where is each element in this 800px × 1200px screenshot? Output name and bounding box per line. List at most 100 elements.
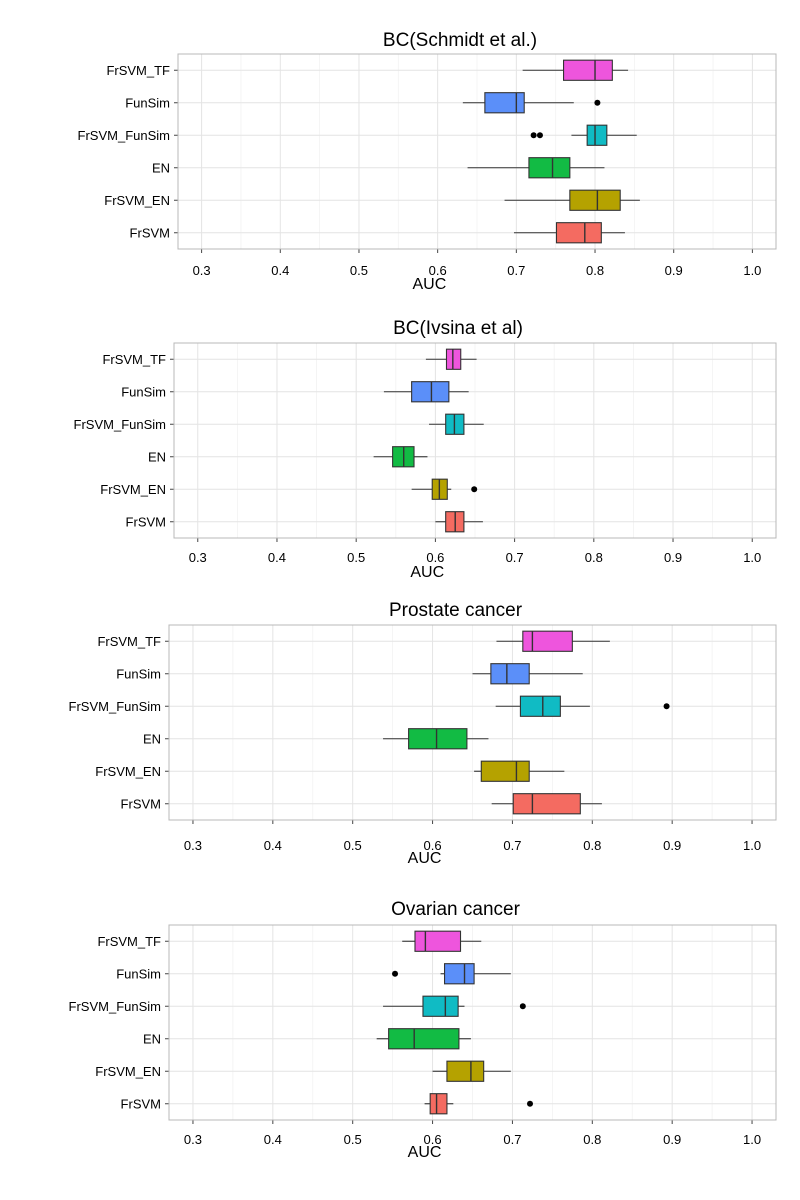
x-tick-label: 0.6 [424,838,442,853]
box-frsvm-funsim [586,124,608,146]
box-en [408,728,468,750]
box-frsvm-en [569,189,621,211]
x-tick-label: 0.5 [344,838,362,853]
y-tick-label: FrSVM_EN [95,1064,161,1079]
x-tick-label: 0.3 [193,263,211,278]
x-tick-label: 1.0 [743,550,761,565]
y-tick-label: EN [148,449,166,464]
y-tick-label: FunSim [125,95,170,110]
y-tick-label: FrSVM [126,514,166,529]
box-frsvm-funsim [519,695,561,717]
y-tick-label: FrSVM_EN [95,764,161,779]
chart-title: Ovarian cancer [391,899,521,920]
plot-border [173,342,777,539]
x-tick-label: 0.5 [344,1132,362,1147]
y-tick-label: EN [152,160,170,175]
x-tick-label: 0.3 [184,1132,202,1147]
x-tick-label: 0.5 [347,550,365,565]
x-tick-label: 0.4 [271,263,289,278]
box-frsvm-en [480,760,530,782]
outlier-point [663,703,670,710]
y-tick-label: EN [143,1031,161,1046]
x-tick-label: 0.8 [586,263,604,278]
box-funsim [484,92,525,114]
outlier-point [471,486,478,493]
box-frsvm [512,793,581,815]
y-tick-label: FrSVM_FunSim [69,699,161,714]
plot-border [168,924,777,1121]
x-tick-label: 1.0 [743,1132,761,1147]
y-tick-label: FrSVM_TF [102,352,166,367]
box-frsvm-tf [563,59,613,81]
y-tick-label: FrSVM_TF [97,934,161,949]
chart-title: BC(Ivsina et al) [393,318,523,339]
x-tick-label: 0.6 [429,263,447,278]
x-tick-label: 1.0 [743,263,761,278]
y-tick-label: FrSVM_TF [97,634,161,649]
outlier-point [530,132,537,139]
x-tick-label: 0.3 [189,550,207,565]
box-funsim [411,381,450,403]
box-en [388,1028,460,1050]
box-funsim [490,663,530,685]
box-frsvm-funsim [422,995,459,1017]
x-tick-label: 0.6 [424,1132,442,1147]
y-tick-label: FrSVM_EN [104,193,170,208]
x-axis-label: AUC [408,850,442,867]
chart-panel-3: Prostate cancer FrSVM_TF FunSim FrSVM_FunSi… [69,600,777,867]
x-tick-label: 0.9 [663,1132,681,1147]
x-tick-label: 0.8 [583,838,601,853]
x-tick-label: 0.3 [184,838,202,853]
x-tick-label: 0.5 [350,263,368,278]
chart-panel-2: BC(Ivsina et al) FrSVM_TF FunSim FrSVM_FunS… [74,318,777,581]
y-tick-label: FrSVM_FunSim [69,999,161,1014]
y-tick-label: FunSim [116,666,161,681]
y-tick-label: FrSVM_FunSim [78,128,170,143]
x-tick-label: 0.4 [264,1132,282,1147]
x-tick-label: 0.8 [585,550,603,565]
outlier-point [594,99,601,106]
outlier-point [527,1100,534,1107]
y-tick-label: FrSVM [121,1096,161,1111]
x-tick-label: 0.6 [426,550,444,565]
x-tick-label: 0.7 [503,838,521,853]
x-tick-label: 0.9 [665,263,683,278]
x-tick-label: 0.9 [663,838,681,853]
chart-panel-1: BC(Schmidt et al.) FrSVM_TF FunSim FrSVM_Fu… [78,30,777,293]
y-tick-label: FrSVM_FunSim [74,417,166,432]
box-frsvm-tf [414,930,462,952]
x-axis-label: AUC [410,564,444,581]
x-tick-label: 0.4 [268,550,286,565]
box-frsvm-tf [522,630,573,652]
box-frsvm-tf [445,348,462,370]
outlier-point [519,1003,526,1010]
y-tick-label: FrSVM [121,796,161,811]
y-tick-label: FrSVM_EN [100,482,166,497]
box-frsvm [555,222,602,244]
box-frsvm-en [446,1060,485,1082]
x-tick-label: 0.9 [664,550,682,565]
y-tick-label: FrSVM_TF [106,63,170,78]
box-frsvm [429,1093,448,1115]
plot-border [168,624,777,821]
x-tick-label: 0.8 [583,1132,601,1147]
plot-border [177,53,777,250]
x-axis-label: AUC [408,1144,442,1161]
outlier-point [536,132,543,139]
chart-title: Prostate cancer [389,600,523,621]
chart-panel-4: Ovarian cancer FrSVM_TF FunSim FrSVM_FunSim… [69,899,777,1161]
y-tick-label: FrSVM [130,225,170,240]
x-tick-label: 0.4 [264,838,282,853]
x-tick-label: 0.7 [503,1132,521,1147]
x-tick-label: 1.0 [743,838,761,853]
chart-title: BC(Schmidt et al.) [383,30,537,51]
y-tick-label: FunSim [121,384,166,399]
outlier-point [392,970,399,977]
x-axis-label: AUC [413,276,447,293]
x-tick-label: 0.7 [507,263,525,278]
y-tick-label: EN [143,731,161,746]
box-en [528,157,571,179]
box-funsim [443,963,475,985]
x-tick-label: 0.7 [506,550,524,565]
